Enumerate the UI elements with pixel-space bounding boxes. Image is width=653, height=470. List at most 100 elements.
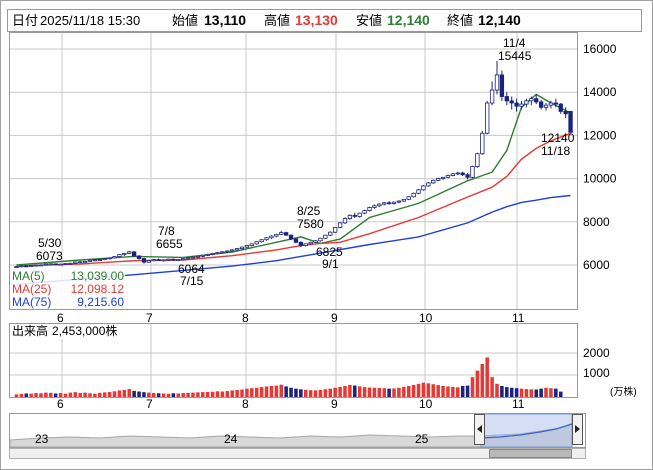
candle-body — [14, 266, 19, 268]
candle-body — [234, 248, 240, 251]
month-label: 9 — [331, 311, 338, 325]
candle — [529, 96, 534, 106]
candle-body — [43, 263, 49, 266]
volume-bar — [225, 391, 230, 397]
candle-body — [259, 239, 264, 243]
volume-bar — [215, 391, 220, 397]
candle-body — [406, 196, 411, 200]
candle — [87, 259, 93, 262]
candle-body — [489, 89, 495, 104]
legend-ma5-label: MA(5) — [12, 269, 45, 283]
annotation-date: 7/8 — [158, 224, 175, 238]
candle — [298, 241, 304, 248]
volume-bar — [505, 387, 509, 397]
navigator-year-label: 25 — [415, 432, 429, 446]
navigator-right-handle[interactable] — [572, 414, 583, 445]
candle — [264, 236, 269, 241]
candle — [372, 204, 377, 209]
header-box — [7, 9, 642, 32]
candle — [200, 254, 205, 258]
candle — [73, 261, 78, 264]
candle — [58, 263, 63, 266]
candle — [185, 257, 191, 260]
volume-header: 出来高 2,453,000株 — [10, 323, 132, 339]
range-navigator[interactable]: 23 24 25 — [9, 413, 586, 448]
candle — [377, 203, 382, 208]
candle — [68, 262, 73, 265]
candle — [151, 258, 156, 262]
volume-bar — [353, 385, 357, 397]
candle — [239, 246, 245, 250]
volume-bar — [44, 392, 48, 397]
candle-body — [372, 205, 377, 208]
candle-body — [411, 192, 416, 198]
candle — [92, 259, 98, 262]
volume-bar — [289, 387, 293, 397]
annotation-price: 6064 — [178, 262, 205, 276]
volume-bar — [171, 393, 176, 397]
volume-bar — [259, 387, 264, 397]
candle-body — [230, 249, 235, 252]
candle-body — [249, 243, 254, 246]
volume-bar — [421, 382, 426, 397]
volume-bar — [83, 392, 87, 397]
candle — [357, 212, 362, 218]
candle — [445, 174, 451, 179]
candle — [43, 263, 49, 266]
volume-bar — [240, 389, 244, 397]
candle — [190, 256, 196, 259]
candle-body — [141, 258, 147, 263]
volume-bar — [39, 393, 43, 397]
volume-bar — [122, 389, 127, 397]
scrollbar-track[interactable] — [9, 448, 586, 459]
candle — [63, 263, 68, 265]
candle-body — [460, 172, 465, 176]
annotation-price: 15445 — [498, 49, 532, 63]
candle-body — [239, 246, 245, 249]
candle-body — [97, 259, 102, 262]
annotation-date: 11/18 — [541, 144, 570, 158]
candle — [53, 263, 58, 266]
candle — [205, 253, 210, 257]
volume-bar — [284, 386, 288, 397]
legend-ma25-label: MA(25) — [12, 282, 51, 296]
scrollbar-thumb[interactable] — [489, 449, 572, 458]
candle — [259, 239, 264, 243]
candle-body — [210, 252, 215, 255]
candle — [411, 192, 416, 198]
volume-bar — [318, 389, 323, 397]
volume-bar — [362, 387, 367, 397]
candle-body — [352, 214, 357, 217]
candle-body — [396, 200, 402, 203]
candle-body — [455, 172, 460, 175]
navigator-left-handle[interactable] — [474, 414, 485, 445]
volume-bar — [416, 383, 421, 397]
price-panel — [9, 32, 578, 310]
navigator-scrollbar[interactable] — [9, 448, 586, 459]
volume-bar — [19, 393, 24, 397]
month-label: 10 — [419, 311, 433, 325]
candle-body — [33, 264, 39, 267]
price-tick-label: 14000 — [583, 85, 617, 99]
candle-body — [185, 257, 191, 260]
candle — [568, 110, 573, 133]
navigator-selection[interactable] — [480, 413, 573, 448]
volume-bar — [451, 386, 455, 397]
candle — [514, 98, 519, 112]
volume-month-axis: 6 7 8 9 10 11 — [57, 397, 525, 411]
legend-background — [10, 268, 125, 309]
candle-body — [538, 101, 544, 108]
candle-body — [19, 265, 24, 268]
low-value: 12,140 — [387, 12, 430, 28]
candle-body — [136, 255, 142, 259]
candle — [244, 245, 250, 248]
candle-body — [529, 98, 534, 102]
candle-body — [445, 175, 451, 178]
candle-body — [122, 252, 127, 256]
candle-body — [279, 232, 284, 235]
volume-bar — [132, 390, 136, 397]
volume-bar — [88, 393, 92, 397]
candle-body — [337, 222, 343, 228]
ma-line-ma75 — [16, 194, 571, 286]
volume-bar — [98, 392, 102, 397]
